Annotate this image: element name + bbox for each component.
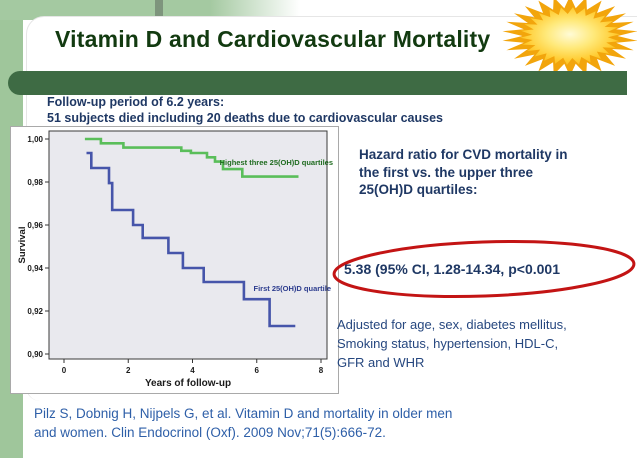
adjustment-line-1: Adjusted for age, sex, diabetes mellitus… — [337, 317, 567, 332]
y-tick-label: 0,90 — [27, 350, 43, 359]
adjustment-note: Adjusted for age, sex, diabetes mellitus… — [337, 315, 637, 372]
y-tick-label: 0,92 — [27, 307, 43, 316]
top-green-strip — [0, 0, 300, 20]
y-tick-label: 1,00 — [27, 135, 43, 144]
page-title: Vitamin D and Cardiovascular Mortality — [55, 26, 491, 52]
followup-line-1: Follow-up period of 6.2 years: — [47, 95, 225, 109]
citation: Pilz S, Dobnig H, Nijpels G, et al. Vita… — [34, 404, 579, 442]
kaplan-meier-chart: 1,00 0,98 0,96 0,94 0,92 0,90 0 2 4 6 8 Survival Yea… — [17, 130, 333, 389]
x-tick-label: 0 — [62, 366, 67, 375]
top-accent-line — [155, 0, 163, 20]
series-label: First 25(OH)D quartile — [253, 284, 331, 293]
citation-line-2: and women. Clin Endocrinol (Oxf). 2009 N… — [34, 425, 386, 440]
hazard-heading-line-2: the first vs. the upper three — [359, 164, 534, 180]
red-ellipse-shape — [332, 240, 636, 298]
hazard-ratio-heading: Hazard ratio for CVD mortality in the fi… — [359, 146, 627, 199]
x-tick-label: 4 — [190, 366, 195, 375]
red-ellipse-annotation — [332, 240, 636, 298]
sunburst-icon — [502, 0, 637, 76]
sunburst-inner-glow — [520, 7, 620, 65]
survival-chart-panel: 1,00 0,98 0,96 0,94 0,92 0,90 0 2 4 6 8 Survival Yea… — [10, 126, 339, 394]
series-label: Highest three 25(OH)D quartiles — [220, 158, 333, 167]
x-tick-label: 2 — [126, 366, 131, 375]
followup-summary: Follow-up period of 6.2 years: 51 subjec… — [47, 94, 443, 126]
adjustment-line-2: Smoking status, hypertension, HDL-C, — [337, 336, 559, 351]
x-axis-title: Years of follow-up — [145, 378, 231, 389]
series-first-25-oh-d-quartile — [86, 151, 296, 328]
y-tick-label: 0,98 — [27, 178, 43, 187]
x-tick-label: 8 — [319, 366, 324, 375]
citation-line-1: Pilz S, Dobnig H, Nijpels G, et al. Vita… — [34, 406, 453, 421]
hazard-heading-line-1: Hazard ratio for CVD mortality in — [359, 147, 568, 162]
hazard-heading-line-3: 25(OH)D quartiles: — [359, 182, 478, 197]
x-tick-label: 6 — [255, 366, 260, 375]
title-underline-bar — [8, 71, 627, 95]
series-highest-three-25-oh-d-quartiles — [84, 137, 299, 178]
adjustment-line-3: GFR and WHR — [337, 355, 425, 370]
hazard-ratio-value: 5.38 (95% CI, 1.28-14.34, p<0.001 — [344, 261, 560, 277]
followup-line-2: 51 subjects died including 20 deaths due… — [47, 111, 443, 125]
y-axis-title: Survival — [17, 227, 28, 264]
y-tick-label: 0,94 — [27, 264, 43, 273]
y-tick-label: 0,96 — [27, 221, 43, 230]
